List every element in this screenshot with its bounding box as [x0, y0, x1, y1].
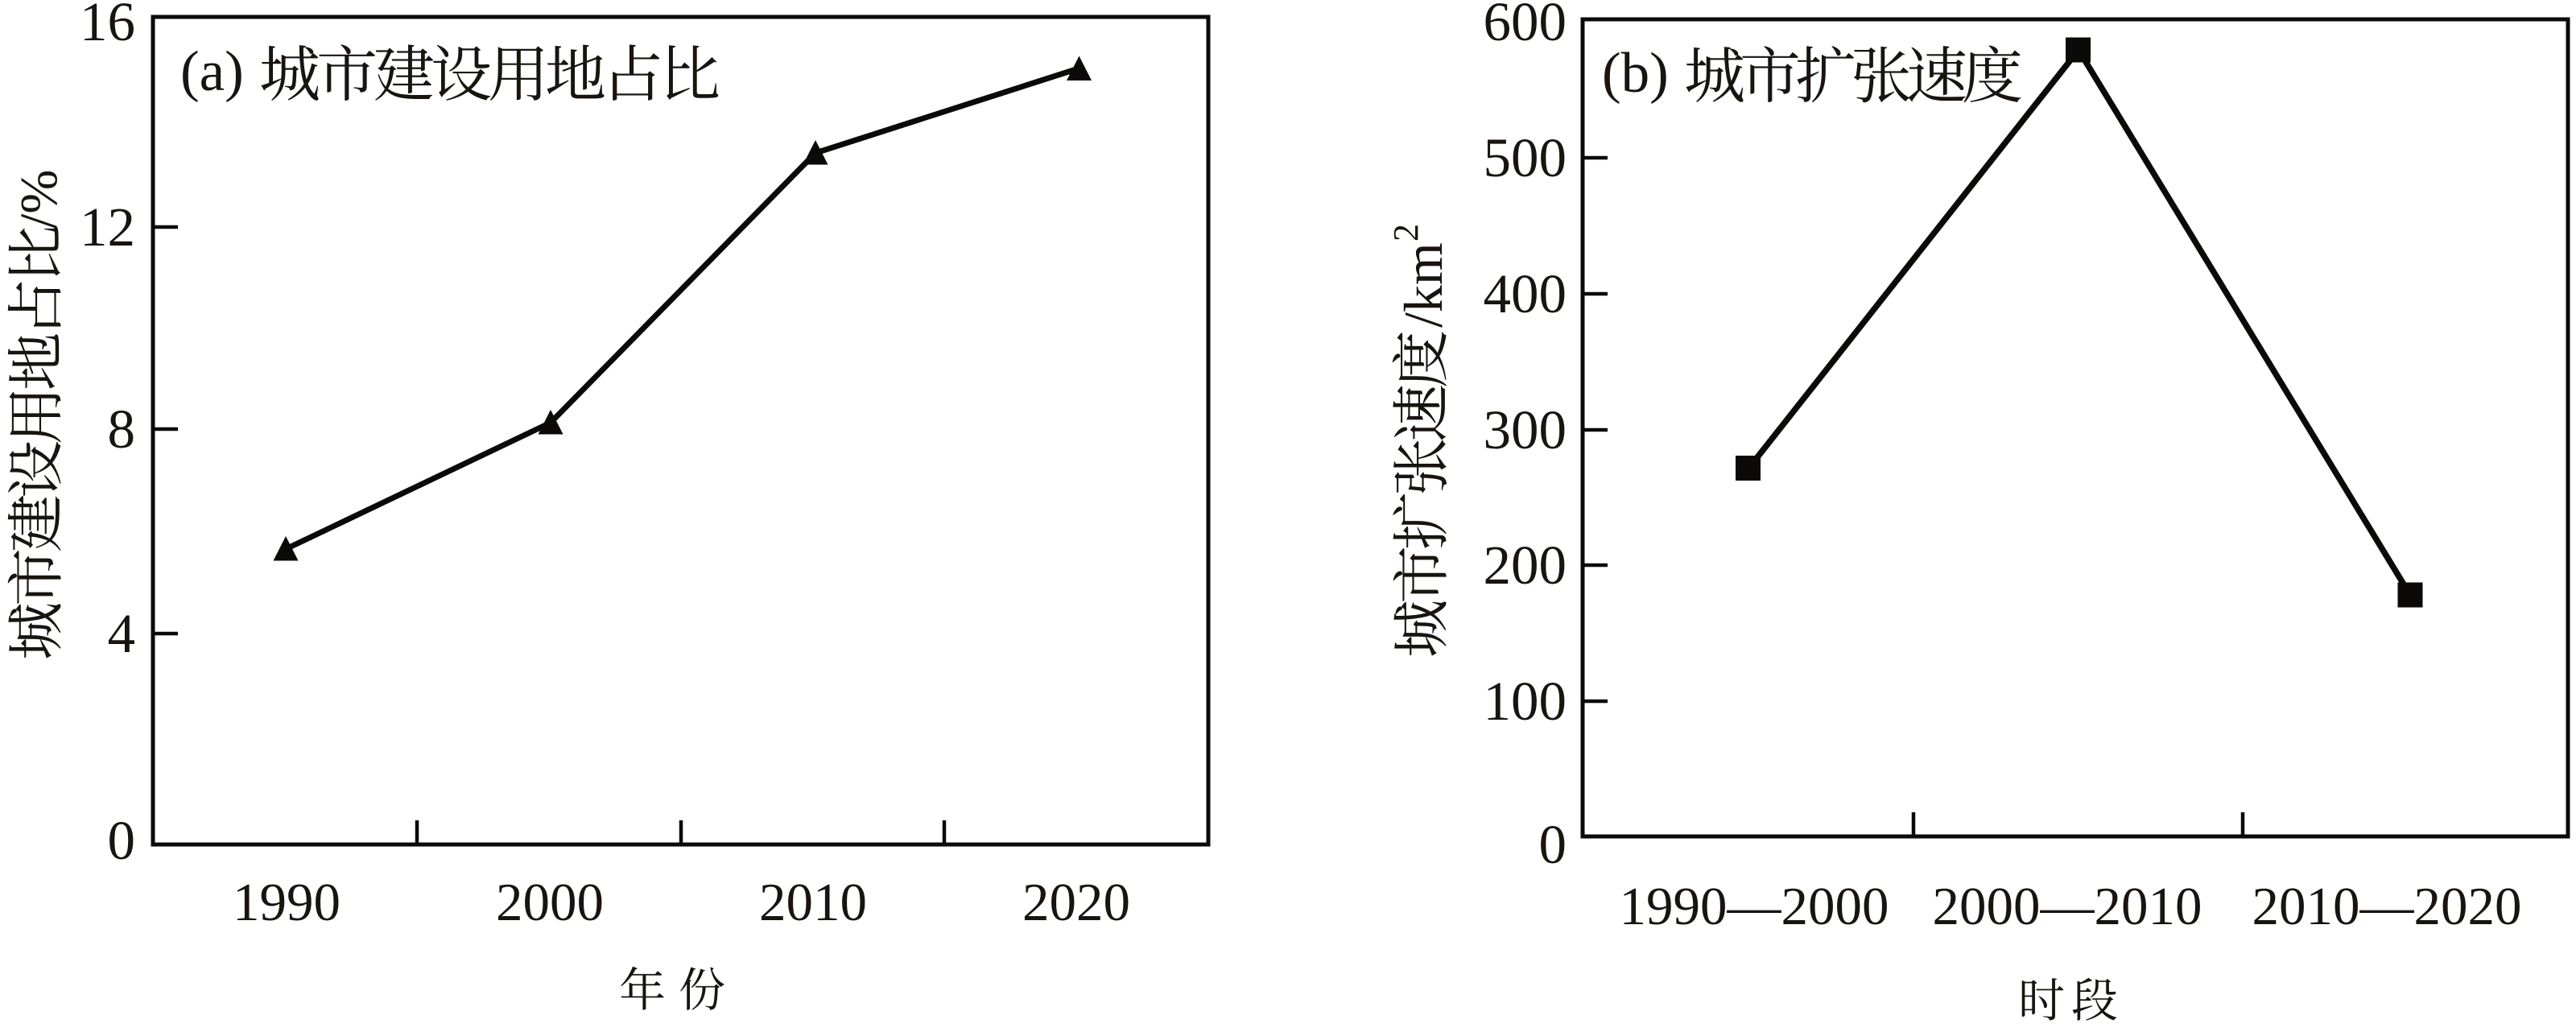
svg-text:(a): (a) — [180, 40, 244, 103]
svg-text:2: 2 — [1386, 224, 1426, 242]
svg-text:0: 0 — [108, 810, 136, 871]
svg-text:12: 12 — [80, 196, 135, 258]
svg-text:1990: 1990 — [233, 873, 341, 932]
svg-text:2010—2020: 2010—2020 — [2252, 877, 2522, 936]
svg-text:16: 16 — [80, 0, 135, 52]
svg-text:/km: /km — [1393, 242, 1454, 328]
svg-text:200: 200 — [1484, 535, 1567, 596]
svg-text:2020: 2020 — [1022, 873, 1130, 932]
svg-text:4: 4 — [108, 603, 136, 664]
svg-text:2000—2010: 2000—2010 — [1933, 877, 2202, 936]
svg-text:400: 400 — [1484, 263, 1567, 324]
svg-text:600: 600 — [1484, 0, 1567, 52]
svg-text:/%: /% — [10, 170, 68, 229]
svg-text:0: 0 — [1539, 814, 1567, 875]
svg-text:2000: 2000 — [496, 873, 604, 932]
svg-text:(b): (b) — [1602, 42, 1669, 105]
svg-text:500: 500 — [1484, 127, 1567, 188]
svg-text:8: 8 — [108, 398, 136, 460]
svg-text:100: 100 — [1484, 671, 1567, 732]
svg-text:300: 300 — [1484, 399, 1567, 460]
svg-text:1990—2000: 1990—2000 — [1620, 877, 1889, 936]
svg-text:2010: 2010 — [759, 873, 867, 932]
